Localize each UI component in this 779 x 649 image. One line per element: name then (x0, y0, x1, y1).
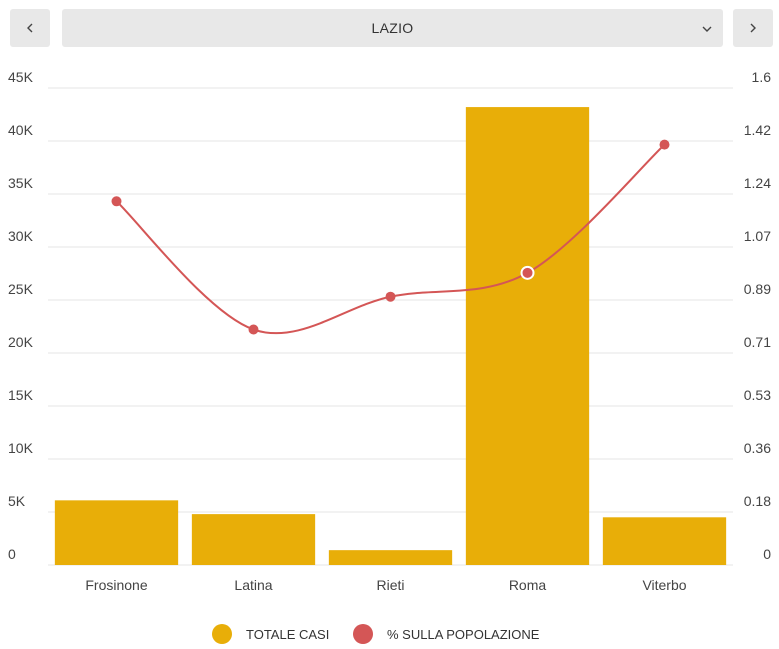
y-left-tick-label: 40K (8, 122, 34, 138)
line-point (520, 265, 535, 280)
chevron-left-icon (27, 23, 33, 33)
x-tick-label: Rieti (376, 577, 404, 593)
y-right-tick-label: 0.36 (744, 440, 771, 456)
line-point (111, 196, 122, 207)
y-left-tick-label: 25K (8, 281, 34, 297)
y-right-tick-label: 0.89 (744, 281, 771, 297)
x-tick-label: Viterbo (642, 577, 686, 593)
legend-label: % SULLA POPOLAZIONE (387, 626, 540, 642)
y-right-tick-label: 0.71 (744, 334, 771, 350)
previous-region-button[interactable] (10, 9, 50, 47)
chart-legend: TOTALE CASI % SULLA POPOLAZIONE (0, 624, 779, 648)
y-left-tick-label: 5K (8, 493, 26, 509)
bar (465, 107, 590, 565)
y-left-tick-label: 10K (8, 440, 34, 456)
chevron-right-icon (750, 23, 756, 33)
legend-swatch-bar (212, 624, 232, 644)
region-navigation: LAZIO (0, 0, 779, 60)
next-region-button[interactable] (733, 9, 773, 47)
y-left-tick-label: 35K (8, 175, 34, 191)
x-tick-label: Latina (234, 577, 272, 593)
y-left-tick-label: 20K (8, 334, 34, 350)
y-right-tick-label: 0.53 (744, 387, 771, 403)
y-right-tick-label: 1.07 (744, 228, 771, 244)
y-left-tick-label: 0 (8, 546, 16, 562)
line-point (248, 324, 259, 335)
y-right-tick-label: 1.24 (744, 175, 771, 191)
x-tick-label: Roma (509, 577, 547, 593)
y-left-tick-label: 30K (8, 228, 34, 244)
y-right-tick-label: 0 (763, 546, 771, 562)
bar (602, 517, 727, 565)
bar (191, 514, 316, 565)
y-right-tick-label: 1.6 (752, 69, 772, 85)
y-right-tick-label: 0.18 (744, 493, 771, 509)
cases-chart: 0 0 5K 0.18 10K 0.36 15K 0.53 20K 0.71 25K 0.89 30K 1… (8, 69, 772, 593)
chevron-down-icon (702, 26, 712, 32)
legend-label: TOTALE CASI (246, 626, 330, 642)
y-right-tick-label: 1.42 (744, 122, 771, 138)
legend-item-totale-casi[interactable]: TOTALE CASI (212, 624, 329, 644)
line-point (385, 291, 396, 302)
y-left-tick-label: 15K (8, 387, 34, 403)
region-select[interactable]: LAZIO (62, 9, 723, 47)
bar (54, 500, 179, 565)
region-select-value: LAZIO (371, 20, 414, 36)
y-left-tick-label: 45K (8, 69, 34, 85)
legend-item-percentuale[interactable]: % SULLA POPOLAZIONE (353, 624, 539, 644)
x-tick-label: Frosinone (85, 577, 147, 593)
bar (328, 550, 453, 565)
legend-swatch-line (353, 624, 373, 644)
line-point (659, 139, 670, 150)
